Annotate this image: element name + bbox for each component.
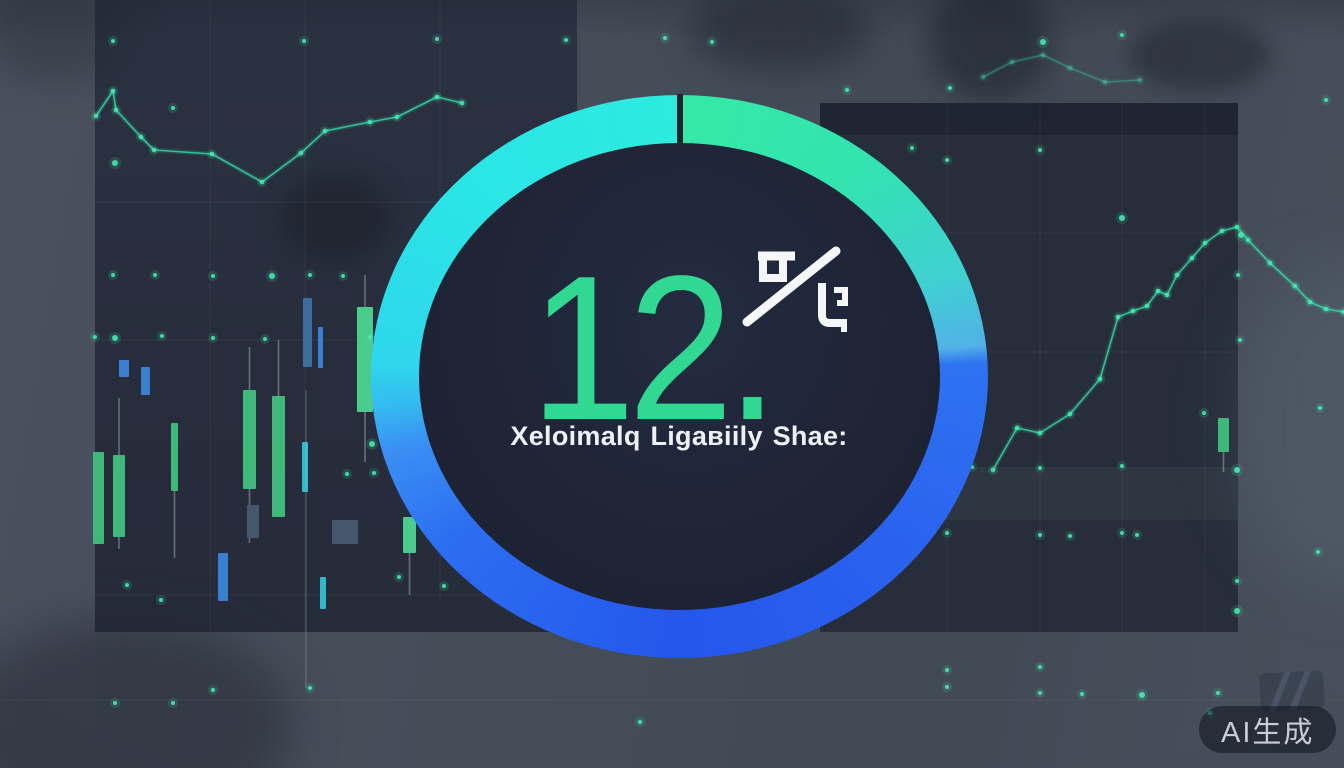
donut-ring bbox=[371, 94, 988, 658]
ring-top-gap-notch bbox=[676, 94, 683, 144]
donut-inner-circle bbox=[419, 143, 940, 610]
right-panel-header-band bbox=[820, 103, 1238, 135]
donut-label: Xeloimalq Ligaвiily Shae: bbox=[510, 421, 848, 451]
ai-watermark-text: AI生成 bbox=[1221, 716, 1315, 749]
donut-value: 12. bbox=[530, 233, 779, 463]
percent-symbol-glyph bbox=[742, 246, 848, 332]
ai-watermark-badge: AI生成 bbox=[1199, 706, 1337, 753]
left-edge-band bbox=[0, 0, 95, 768]
